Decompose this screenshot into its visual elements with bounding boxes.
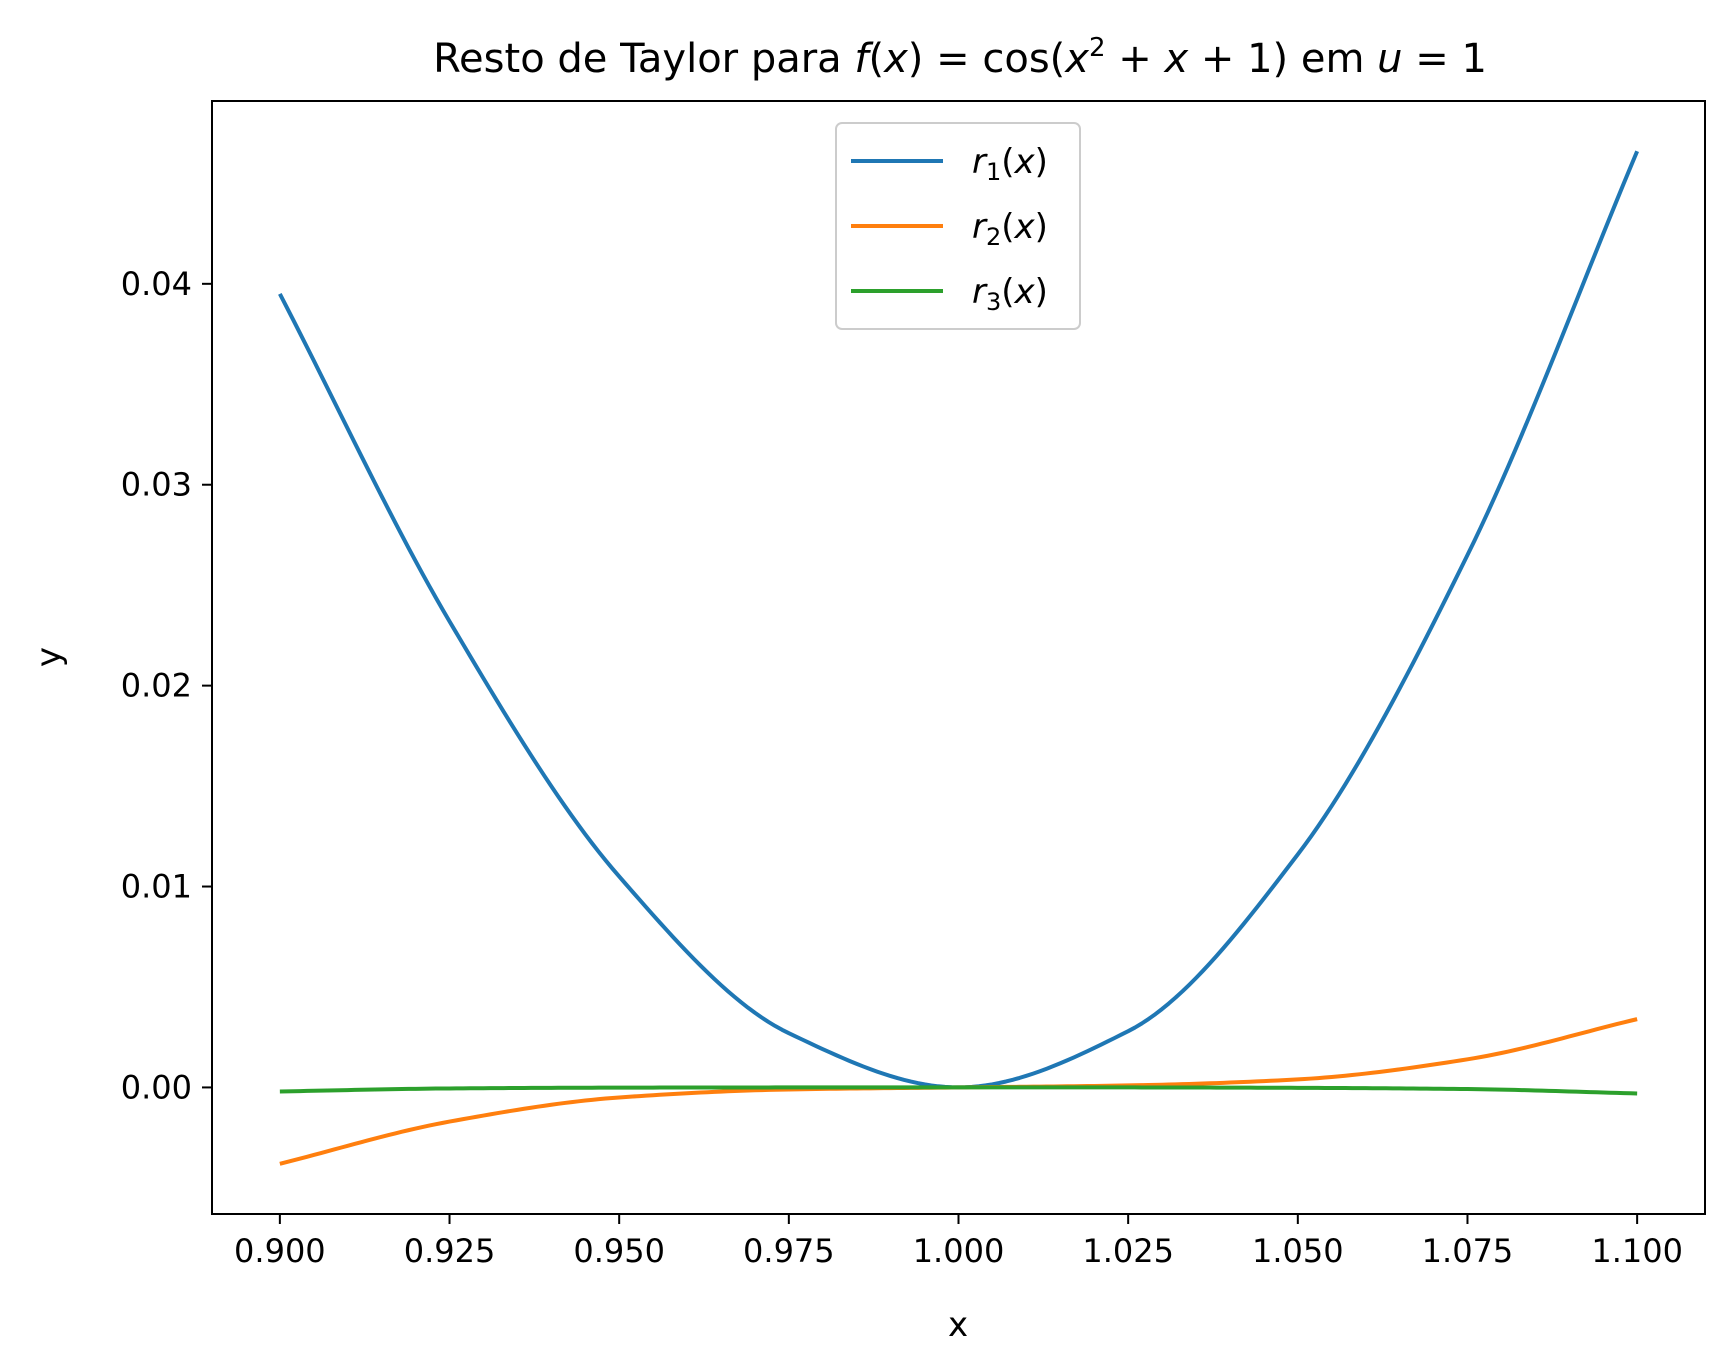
x-tick-label: 1.000 [913, 1232, 1005, 1270]
chart-title: Resto de Taylor para f(x) = cos(x2 + x +… [433, 33, 1487, 82]
y-tick-label: 0.04 [121, 265, 192, 303]
y-axis-title: y [29, 647, 69, 667]
legend-label-r2: r2(x) [972, 207, 1048, 251]
legend: r1(x) r2(x) r3(x) [835, 122, 1081, 330]
y-tick-label: 0.01 [121, 868, 192, 906]
axes-frame [211, 100, 1706, 1215]
x-axis-title: x [948, 1305, 968, 1345]
y-tick-label: 0.00 [121, 1068, 192, 1106]
y-tick-label: 0.03 [121, 466, 192, 504]
legend-label-r1: r1(x) [972, 142, 1048, 186]
series-line-r3 [279, 1085, 1638, 1096]
plot-area: 0.900 0.925 0.950 0.975 1.000 1.025 1.050 1.075… [121, 150, 1683, 1270]
x-tick-label: 1.100 [1591, 1232, 1683, 1270]
x-tick-label: 0.950 [573, 1232, 665, 1270]
x-tick-label: 0.975 [743, 1232, 835, 1270]
x-tick-label: 0.925 [404, 1232, 496, 1270]
x-tick-label: 1.025 [1082, 1232, 1174, 1270]
x-tick-label: 0.900 [234, 1232, 326, 1270]
x-tick-label: 1.075 [1422, 1232, 1514, 1270]
x-tick-label: 1.050 [1252, 1232, 1344, 1270]
legend-label-r3: r3(x) [972, 272, 1048, 316]
legend-box [835, 122, 1081, 330]
y-tick-label: 0.02 [121, 667, 192, 705]
